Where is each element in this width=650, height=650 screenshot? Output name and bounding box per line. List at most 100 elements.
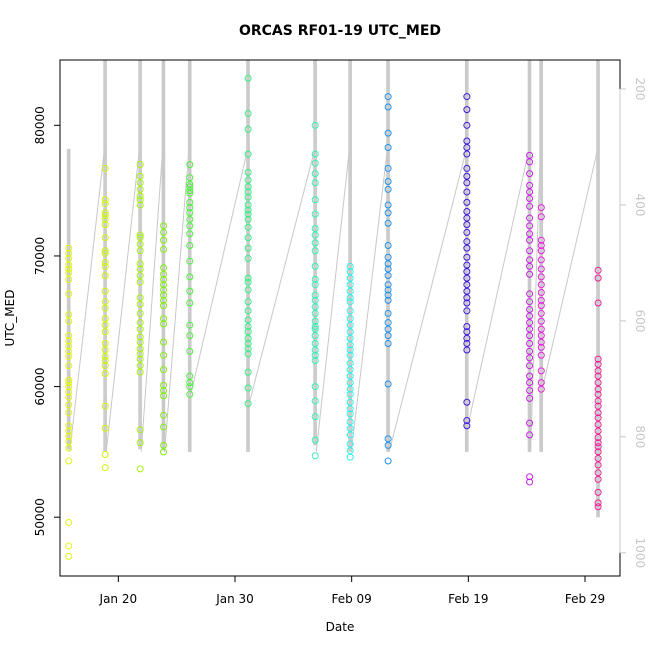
data-point	[346, 431, 354, 439]
data-point	[136, 300, 144, 308]
data-point	[65, 379, 73, 387]
data-point	[384, 93, 392, 101]
flight-connector-line	[248, 151, 315, 404]
data-point	[463, 334, 471, 342]
data-point	[463, 208, 471, 216]
y2-tick-label: 400	[633, 193, 647, 216]
data-point	[136, 465, 144, 473]
y-axis-right: 200 400 600 800 1000	[619, 78, 647, 568]
data-point	[526, 298, 534, 306]
data-point	[463, 274, 471, 282]
data-point	[136, 179, 144, 187]
data-point	[346, 321, 354, 329]
data-point	[311, 383, 319, 391]
data-point	[463, 144, 471, 152]
data-point	[463, 253, 471, 261]
data-point	[136, 265, 144, 273]
data-point	[346, 334, 354, 342]
data-point	[526, 478, 534, 486]
data-point	[65, 332, 73, 340]
data-point	[136, 439, 144, 447]
data-point	[244, 298, 252, 306]
data-point	[136, 272, 144, 280]
data-point	[65, 265, 73, 273]
data-point	[526, 387, 534, 395]
data-point	[384, 325, 392, 333]
data-point	[526, 270, 534, 278]
data-point	[244, 193, 252, 201]
data-point	[463, 287, 471, 295]
data-point	[463, 294, 471, 302]
data-point	[244, 210, 252, 218]
data-point	[384, 201, 392, 209]
data-point	[311, 452, 319, 460]
data-point	[65, 311, 73, 319]
data-point	[186, 222, 194, 230]
data-point	[526, 372, 534, 380]
data-point	[311, 291, 319, 299]
data-point	[101, 339, 109, 347]
data-point	[311, 436, 319, 444]
data-point	[594, 414, 602, 422]
data-point	[594, 448, 602, 456]
data-point	[537, 204, 545, 212]
data-point	[384, 281, 392, 289]
data-point	[160, 270, 168, 278]
data-point	[537, 289, 545, 297]
data-point	[384, 272, 392, 280]
data-point	[186, 273, 194, 281]
data-point	[463, 322, 471, 330]
data-point	[463, 198, 471, 206]
data-point	[136, 278, 144, 286]
data-point	[463, 214, 471, 222]
data-point	[65, 427, 73, 435]
data-point	[186, 187, 194, 195]
data-point	[537, 367, 545, 375]
data-point	[526, 332, 534, 340]
data-point	[463, 172, 471, 180]
data-point	[526, 419, 534, 427]
data-point	[65, 362, 73, 370]
data-point	[101, 209, 109, 217]
data-point	[136, 362, 144, 370]
data-point	[384, 286, 392, 294]
data-point	[101, 362, 109, 370]
data-point	[463, 281, 471, 289]
data-point	[594, 367, 602, 375]
data-point	[537, 309, 545, 317]
data-point	[311, 413, 319, 421]
data-point	[65, 342, 73, 350]
data-point	[101, 464, 109, 472]
data-point	[594, 355, 602, 363]
data-point	[186, 215, 194, 223]
data-point	[311, 397, 319, 405]
data-point	[384, 103, 392, 111]
data-point	[160, 423, 168, 431]
data-point	[136, 309, 144, 317]
data-point	[526, 325, 534, 333]
data-point	[526, 379, 534, 387]
data-point	[65, 255, 73, 263]
x-tick-label: Jan 20	[99, 592, 138, 606]
data-point	[101, 424, 109, 432]
data-point	[101, 287, 109, 295]
data-point	[384, 380, 392, 388]
data-point	[160, 441, 168, 449]
data-point	[594, 443, 602, 451]
data-point	[311, 346, 319, 354]
data-point	[526, 312, 534, 320]
data-point	[160, 245, 168, 253]
data-point	[101, 298, 109, 306]
data-point	[537, 236, 545, 244]
data-point	[463, 221, 471, 229]
data-point	[537, 325, 545, 333]
data-point	[311, 159, 319, 167]
data-point	[537, 379, 545, 387]
data-point	[346, 294, 354, 302]
data-point	[65, 437, 73, 445]
data-point	[594, 360, 602, 368]
data-point	[537, 296, 545, 304]
y-tick-label: 60000	[33, 367, 47, 405]
data-point	[311, 121, 319, 129]
data-point	[311, 322, 319, 330]
